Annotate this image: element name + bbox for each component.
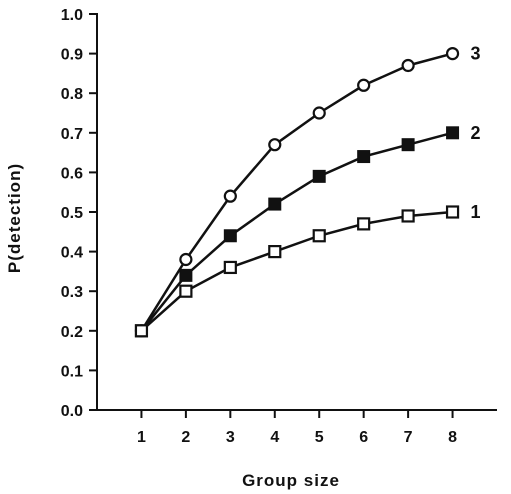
x-tick-label: 6 (359, 429, 368, 446)
axes (96, 13, 497, 411)
y-tick-label: 0.4 (61, 245, 83, 262)
y-tick-label: 0.6 (61, 165, 83, 182)
x-tick-label: 2 (181, 429, 190, 446)
data-point (268, 245, 282, 259)
x-tick-label: 1 (137, 429, 146, 446)
data-point (223, 189, 237, 203)
data-point (268, 197, 282, 211)
data-point (223, 260, 237, 275)
y-tick-label: 0.7 (61, 126, 83, 143)
y-tick-label: 0.8 (61, 86, 83, 103)
data-point (357, 217, 371, 231)
data-point (179, 284, 193, 298)
data-point (179, 268, 193, 282)
y-tick-label: 0.9 (61, 47, 83, 64)
x-tick-label: 4 (270, 429, 279, 446)
series-label: 1 (471, 202, 481, 222)
data-point (312, 229, 326, 243)
y-tick-label: 0.0 (61, 403, 83, 420)
series-2: 2 (134, 123, 481, 338)
data-point (179, 252, 193, 267)
x-tick-label: 7 (404, 429, 413, 446)
data-point (312, 106, 326, 120)
data-point (268, 138, 282, 152)
y-axis-label: P(detection) (5, 163, 24, 273)
data-point (312, 169, 326, 183)
x-axis-ticks: 1 2 3 4 5 6 7 8 (137, 410, 457, 446)
y-axis-ticks: 0.0 0.1 0.2 0.3 0.4 0.5 0.6 0.7 0.8 0.9 1.0 (61, 7, 97, 420)
data-point (401, 209, 415, 223)
y-tick-label: 0.5 (61, 205, 83, 222)
y-tick-label: 0.3 (61, 284, 83, 301)
series-1: 1 (134, 202, 481, 338)
data-point (357, 150, 371, 164)
data-point (223, 229, 237, 243)
data-point (401, 58, 415, 73)
series-label: 2 (471, 123, 481, 143)
y-tick-label: 1.0 (61, 7, 83, 24)
y-tick-label: 0.1 (61, 363, 83, 380)
series-group: 3 2 1 (134, 44, 481, 338)
x-tick-label: 3 (226, 429, 235, 446)
y-tick-label: 0.2 (61, 324, 83, 341)
data-point (445, 205, 460, 219)
series-label: 3 (471, 44, 481, 64)
x-tick-label: 5 (315, 429, 324, 446)
data-point (445, 46, 460, 61)
data-point (134, 324, 149, 338)
series-line (140, 52, 453, 332)
data-point (446, 126, 460, 140)
series-line (140, 210, 453, 332)
series-line (140, 131, 453, 332)
x-axis-label: Group size (242, 471, 340, 490)
data-point (401, 138, 415, 152)
x-tick-label: 8 (448, 429, 457, 446)
data-point (357, 78, 371, 92)
